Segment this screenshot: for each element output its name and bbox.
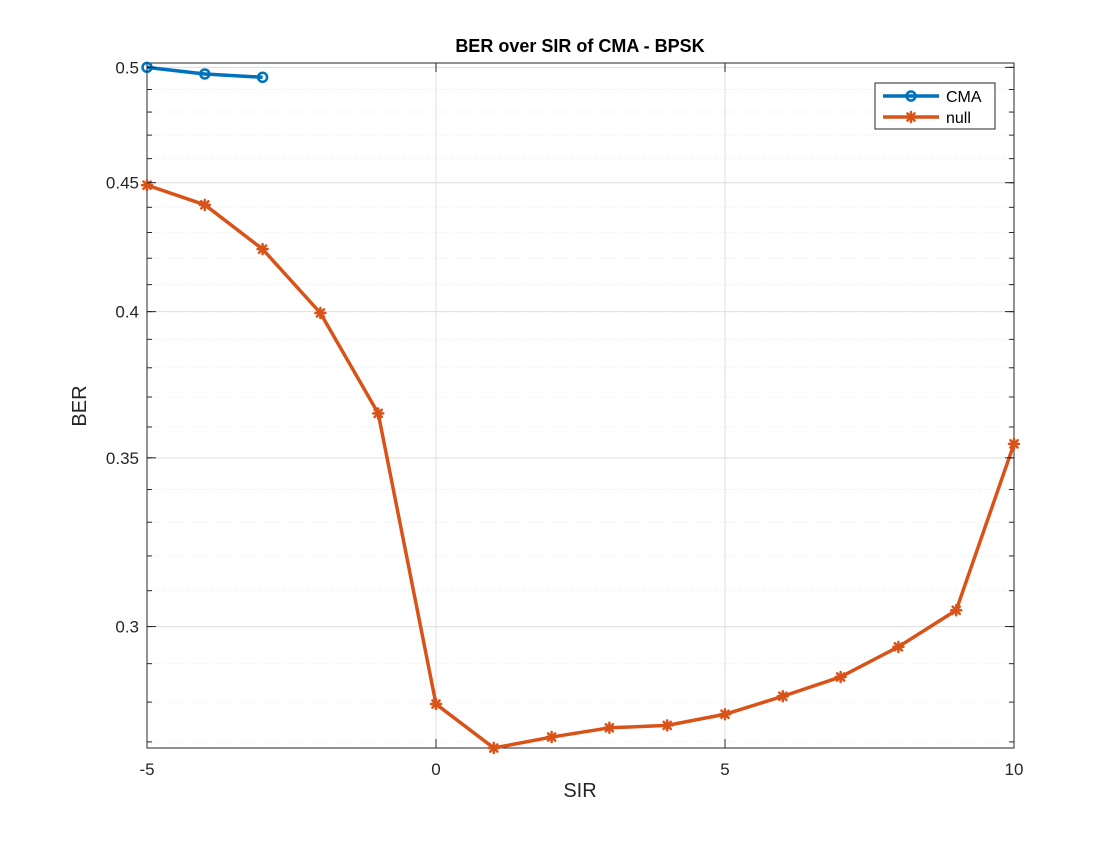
data-point [545, 730, 558, 744]
asterisk-stroke [1009, 438, 1019, 449]
data-point [1007, 437, 1021, 451]
data-point [314, 306, 327, 320]
asterisk-stroke [257, 244, 268, 254]
y-tick-label: 0.5 [115, 58, 139, 77]
asterisk-stroke [546, 732, 557, 742]
data-point [949, 604, 963, 617]
y-tick-label: 0.35 [106, 449, 139, 468]
data-point [429, 697, 443, 711]
asterisk-stroke [199, 199, 210, 210]
data-point [603, 721, 616, 735]
asterisk-stroke [951, 605, 962, 616]
asterisk-stroke [488, 743, 499, 753]
legend-marker [905, 90, 917, 102]
data-point [660, 719, 674, 732]
y-tick-label: 0.45 [106, 174, 139, 193]
asterisk-stroke [662, 720, 673, 731]
x-tick-label: 10 [1005, 760, 1024, 779]
asterisk-stroke [720, 709, 730, 720]
data-point [140, 178, 154, 192]
y-axis-label: BER [69, 385, 91, 426]
data-point [256, 71, 269, 84]
x-axis-label: SIR [563, 780, 596, 802]
legend-marker [904, 110, 918, 124]
asterisk-stroke [835, 672, 846, 682]
y-tick-label: 0.3 [115, 618, 139, 637]
legend-label: null [946, 110, 971, 127]
data-point [487, 741, 501, 755]
asterisk-stroke [906, 112, 916, 122]
series-line-2 [146, 183, 1016, 750]
legend-box [874, 82, 996, 130]
x-tick-label: 5 [720, 760, 729, 779]
data-point [256, 242, 269, 256]
data-point [834, 670, 847, 684]
data-point [371, 407, 385, 420]
data-point [199, 68, 211, 80]
y-tick-label: 0.4 [115, 303, 139, 322]
asterisk-stroke [373, 408, 384, 419]
data-point [718, 708, 732, 721]
data-point [776, 689, 790, 703]
data-point [892, 640, 905, 654]
series-line-1 [146, 65, 263, 80]
asterisk-stroke [315, 308, 326, 318]
asterisk-stroke [431, 699, 441, 709]
asterisk-stroke [893, 641, 904, 652]
x-tick-label: -5 [139, 760, 154, 779]
chart-title: BER over SIR of CMA - BPSK [455, 36, 704, 56]
legend-label: CMA [946, 89, 982, 106]
data-point [198, 198, 212, 212]
axes-box [146, 62, 1015, 749]
asterisk-stroke [777, 691, 788, 702]
legend: CMA null [874, 82, 996, 130]
asterisk-stroke [604, 722, 615, 733]
x-tick-label: 0 [431, 760, 440, 779]
